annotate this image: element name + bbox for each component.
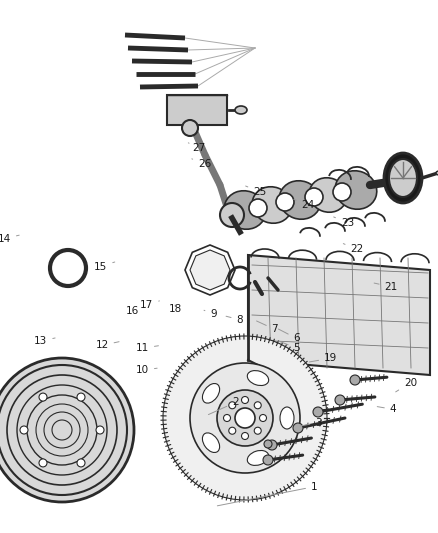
Circle shape [96,426,104,434]
Circle shape [229,427,236,434]
Circle shape [217,390,273,446]
Ellipse shape [235,106,247,114]
Text: 9: 9 [204,310,217,319]
Circle shape [264,440,272,448]
Text: 6: 6 [279,329,300,343]
Circle shape [293,423,303,433]
Circle shape [254,402,261,409]
Circle shape [235,408,255,428]
Circle shape [20,426,28,434]
Text: 8: 8 [226,315,243,325]
Text: 27: 27 [188,143,205,153]
Text: 18: 18 [169,304,182,314]
Bar [167,95,227,125]
Circle shape [77,459,85,467]
Ellipse shape [247,370,268,385]
Circle shape [241,432,248,440]
Circle shape [229,402,236,409]
Ellipse shape [224,191,266,229]
Ellipse shape [247,450,268,465]
Circle shape [241,397,248,403]
Circle shape [259,415,266,422]
Text: 13: 13 [34,336,55,346]
Ellipse shape [280,407,294,429]
Circle shape [313,407,323,417]
Text: 24: 24 [294,199,314,210]
Text: 3: 3 [300,418,322,427]
Text: 1: 1 [217,482,318,506]
Polygon shape [248,255,430,375]
Circle shape [0,358,134,502]
Ellipse shape [384,153,422,203]
Circle shape [39,393,47,401]
Text: 14: 14 [0,234,19,244]
Circle shape [223,415,230,422]
Circle shape [182,120,198,136]
Text: 10: 10 [136,366,157,375]
Text: 11: 11 [136,343,159,353]
Circle shape [276,193,294,211]
Circle shape [163,336,327,500]
Text: 12: 12 [95,341,119,350]
Text: 17: 17 [140,300,159,310]
Circle shape [305,188,323,206]
Circle shape [263,455,273,465]
Circle shape [335,395,345,405]
Circle shape [190,363,300,473]
Text: 26: 26 [192,159,211,169]
Ellipse shape [202,433,219,453]
Ellipse shape [436,171,438,175]
Circle shape [254,427,261,434]
Circle shape [267,440,277,450]
Polygon shape [185,245,235,295]
Circle shape [350,375,360,385]
Text: 21: 21 [374,282,398,292]
Text: 22: 22 [343,244,364,254]
Circle shape [333,183,351,201]
Text: 25: 25 [246,186,266,197]
Circle shape [220,203,244,227]
Text: 4: 4 [377,405,396,414]
Ellipse shape [389,159,417,197]
Text: 19: 19 [309,353,337,363]
Text: 2: 2 [208,398,239,415]
Text: 5: 5 [279,341,300,353]
Text: 20: 20 [396,378,417,392]
Ellipse shape [279,181,321,219]
Text: 15: 15 [94,262,115,271]
Ellipse shape [335,171,377,209]
Ellipse shape [252,187,292,223]
Text: 23: 23 [334,217,354,228]
Circle shape [77,393,85,401]
Text: 7: 7 [257,321,278,334]
Circle shape [249,199,267,217]
Ellipse shape [202,384,219,403]
Polygon shape [190,250,230,290]
Ellipse shape [309,177,347,212]
Circle shape [39,459,47,467]
Text: 16: 16 [126,306,145,316]
